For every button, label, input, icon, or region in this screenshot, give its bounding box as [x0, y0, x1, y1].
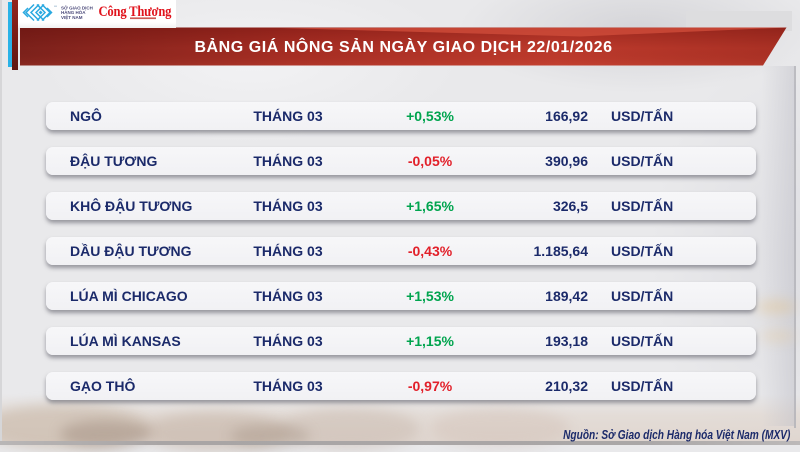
- svg-text:Công Thương: Công Thương: [99, 3, 172, 19]
- svg-text:VIỆT NAM: VIỆT NAM: [61, 13, 83, 20]
- svg-text:HÀNG HÓA: HÀNG HÓA: [61, 8, 86, 15]
- svg-text:SỞ GIAO DỊCH: SỞ GIAO DỊCH: [61, 4, 93, 10]
